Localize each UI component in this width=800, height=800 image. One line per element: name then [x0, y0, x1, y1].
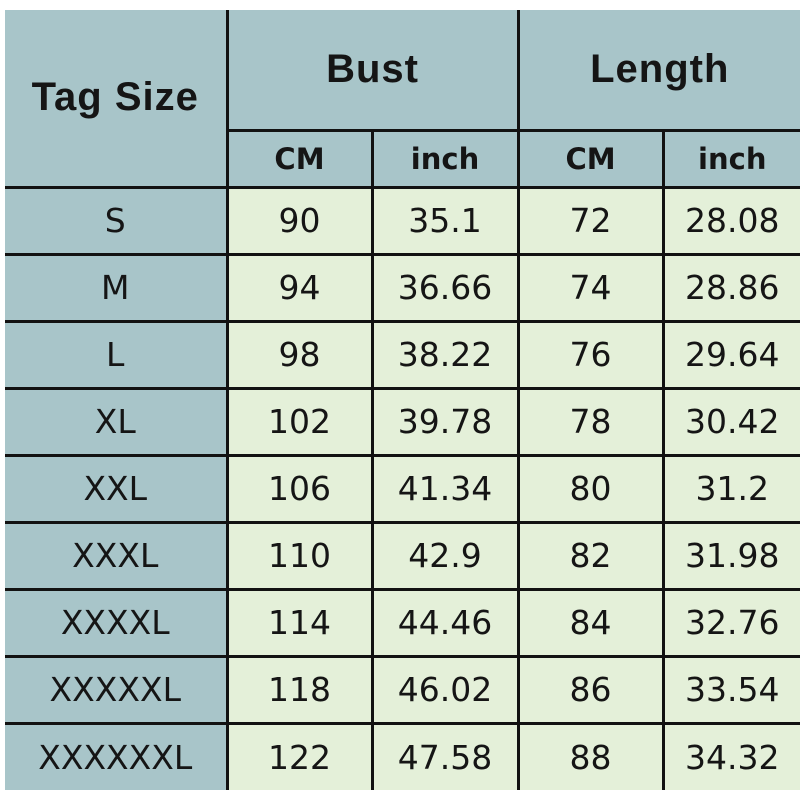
size-label: M: [5, 252, 229, 323]
length-cm-value: 86: [516, 654, 665, 725]
length-inch-value: 34.32: [661, 721, 800, 790]
table-row-m: M 94 36.66 74 28.86: [5, 252, 800, 323]
bust-cm-value: 110: [225, 520, 374, 591]
length-inch-value: 33.54: [661, 654, 800, 725]
bust-inch-value: 35.1: [370, 185, 520, 256]
bust-inch-value: 39.78: [370, 386, 520, 457]
table-row-xxl: XXL 106 41.34 80 31.2: [5, 453, 800, 524]
bust-inch-value: 47.58: [370, 721, 520, 790]
length-cm-value: 80: [516, 453, 665, 524]
length-inch-value: 28.86: [661, 252, 800, 323]
unit-bust-cm: CM: [225, 128, 374, 189]
bust-inch-value: 38.22: [370, 319, 520, 390]
header-bust: Bust: [225, 10, 520, 132]
bust-cm-value: 98: [225, 319, 374, 390]
bust-cm-value: 114: [225, 587, 374, 658]
bust-cm-value: 102: [225, 386, 374, 457]
bust-inch-value: 41.34: [370, 453, 520, 524]
length-cm-value: 78: [516, 386, 665, 457]
length-inch-value: 30.42: [661, 386, 800, 457]
bust-inch-value: 36.66: [370, 252, 520, 323]
length-cm-value: 88: [516, 721, 665, 790]
length-cm-value: 74: [516, 252, 665, 323]
header-length: Length: [516, 10, 800, 132]
size-label: XXXL: [5, 520, 229, 591]
length-inch-value: 29.64: [661, 319, 800, 390]
unit-row: CM inch CM inch: [5, 128, 800, 189]
size-label: S: [5, 185, 229, 256]
table-row-xxxl: XXXL 110 42.9 82 31.98: [5, 520, 800, 591]
length-cm-value: 82: [516, 520, 665, 591]
bust-inch-value: 44.46: [370, 587, 520, 658]
header-tag-size: Tag Size: [5, 10, 229, 189]
table-row-xxxxxxl: XXXXXXL 122 47.58 88 34.32: [5, 721, 800, 790]
size-label: XXXXXXL: [5, 721, 229, 790]
length-inch-value: 31.98: [661, 520, 800, 591]
unit-length-cm: CM: [516, 128, 665, 189]
length-cm-value: 84: [516, 587, 665, 658]
bust-cm-value: 106: [225, 453, 374, 524]
size-label: XXL: [5, 453, 229, 524]
bust-cm-value: 118: [225, 654, 374, 725]
length-inch-value: 28.08: [661, 185, 800, 256]
bust-cm-value: 90: [225, 185, 374, 256]
table-row-l: L 98 38.22 76 29.64: [5, 319, 800, 390]
bust-inch-value: 42.9: [370, 520, 520, 591]
header-row: Tag Size Bust Length: [5, 10, 800, 189]
size-label: XXXXL: [5, 587, 229, 658]
size-chart-table: Tag Size Bust Length CM inch CM inch S 9…: [5, 10, 800, 790]
length-cm-value: 72: [516, 185, 665, 256]
bust-cm-value: 94: [225, 252, 374, 323]
size-label: XXXXXL: [5, 654, 229, 725]
table-row-xxxxl: XXXXL 114 44.46 84 32.76: [5, 587, 800, 658]
table-row-xxxxxl: XXXXXL 118 46.02 86 33.54: [5, 654, 800, 725]
unit-length-inch: inch: [661, 128, 800, 189]
bust-cm-value: 122: [225, 721, 374, 790]
table-row-xl: XL 102 39.78 78 30.42: [5, 386, 800, 457]
size-label: L: [5, 319, 229, 390]
length-inch-value: 31.2: [661, 453, 800, 524]
size-label: XL: [5, 386, 229, 457]
length-cm-value: 76: [516, 319, 665, 390]
table-row-s: S 90 35.1 72 28.08: [5, 185, 800, 256]
unit-bust-inch: inch: [370, 128, 520, 189]
length-inch-value: 32.76: [661, 587, 800, 658]
bust-inch-value: 46.02: [370, 654, 520, 725]
